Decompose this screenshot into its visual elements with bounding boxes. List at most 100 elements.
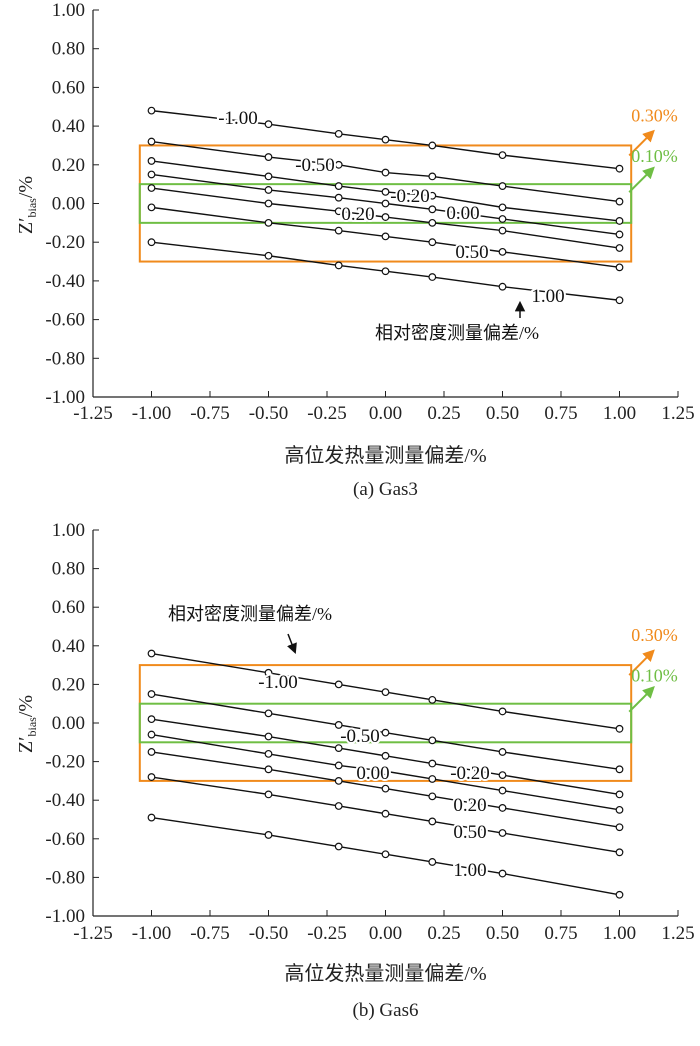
data-point (264, 199, 273, 208)
data-point (147, 184, 156, 192)
series-label: -0.50 (340, 726, 380, 747)
tolerance-box-1 (138, 183, 633, 224)
data-point (381, 850, 390, 859)
series-label: 0.50 (453, 822, 486, 843)
x-tick-label: 0.50 (486, 403, 519, 424)
data-point (615, 164, 624, 173)
data-point (147, 730, 156, 739)
data-point (428, 759, 437, 768)
y-tick-label: -0.80 (45, 348, 85, 369)
figure-caption: (a) Gas3 (353, 479, 418, 500)
data-point (147, 137, 156, 146)
data-point (264, 749, 273, 758)
data-point (615, 217, 624, 225)
y-tick-label: -0.80 (45, 867, 85, 888)
data-point (498, 804, 507, 812)
y-tick-label: 0.40 (52, 636, 85, 657)
legend-title: 相对密度测量偏差/% (168, 604, 332, 624)
x-tick-label: 0.50 (486, 923, 519, 944)
series-label: 1.00 (453, 860, 486, 881)
tolerance-arrow-0 (628, 129, 655, 157)
x-tick-label: 0.75 (544, 923, 577, 944)
data-point (264, 732, 273, 741)
data-point (147, 106, 156, 115)
data-point (264, 186, 273, 194)
data-point (334, 129, 343, 138)
data-point (334, 802, 343, 810)
data-point (428, 172, 437, 181)
data-point (428, 817, 437, 826)
x-tick-label: 0.25 (427, 403, 460, 424)
x-tick-label: -0.75 (190, 923, 230, 944)
y-axis-label-sub: bias (25, 717, 39, 737)
x-tick-label: 1.00 (603, 923, 636, 944)
data-point (498, 829, 507, 837)
y-tick-label: -1.00 (45, 906, 85, 927)
data-point (264, 709, 273, 718)
x-tick-label: -0.25 (307, 923, 347, 944)
x-tick-label: 1.25 (661, 403, 694, 424)
data-point (264, 153, 273, 161)
data-point (264, 831, 273, 839)
y-tick-label: -0.20 (45, 232, 85, 253)
y-tick-label: -0.40 (45, 790, 85, 811)
data-point (264, 251, 273, 260)
data-point (381, 688, 390, 697)
data-point (381, 728, 390, 737)
x-tick-label: 0.00 (369, 403, 402, 424)
y-axis-label-sub: bias (25, 198, 39, 218)
tolerance-box-1 (138, 702, 633, 744)
data-point (334, 777, 343, 785)
y-axis-label-unit: /% (15, 176, 37, 198)
y-axis-label-unit: /% (15, 695, 37, 717)
data-point (498, 203, 507, 212)
y-tick-label: 0.20 (52, 155, 85, 176)
y-axis-label-main: Z′ (15, 736, 37, 753)
data-point (615, 724, 624, 733)
y-tick-label: -0.20 (45, 752, 85, 773)
data-point (147, 715, 156, 724)
data-point (334, 182, 343, 190)
data-point (428, 141, 437, 150)
data-point (498, 226, 507, 235)
data-point (615, 805, 624, 814)
series-label: 0.00 (446, 203, 479, 224)
data-point (615, 197, 624, 206)
data-point (264, 765, 273, 774)
data-point (334, 842, 343, 851)
series-label: -0.20 (450, 763, 490, 784)
data-point (428, 218, 437, 227)
data-point (334, 261, 343, 270)
data-point (147, 773, 156, 781)
data-point (381, 187, 390, 196)
y-axis-label: Z′bias/% (15, 695, 39, 753)
y-tick-label: 0.00 (52, 194, 85, 215)
data-point (147, 203, 156, 212)
data-point (428, 238, 437, 247)
data-point (334, 207, 343, 216)
data-point (334, 680, 343, 689)
y-tick-label: 0.40 (52, 116, 85, 137)
x-axis-label: 高位发热量测量偏差/% (284, 962, 486, 985)
x-tick-label: -1.25 (73, 923, 113, 944)
data-point (498, 247, 507, 256)
data-point (498, 869, 507, 878)
data-point (381, 168, 390, 177)
data-point (264, 668, 273, 677)
data-point (615, 296, 624, 305)
data-point (334, 744, 343, 752)
data-point (498, 182, 507, 190)
tolerance-label-1: 0.10% (631, 146, 678, 166)
y-tick-label: -0.60 (45, 310, 85, 331)
y-axis-label-main: Z′ (15, 217, 37, 234)
data-point (147, 690, 156, 698)
x-tick-label: -0.50 (249, 403, 289, 424)
data-point (615, 823, 624, 832)
data-point (147, 157, 156, 165)
data-point (428, 792, 437, 801)
data-point (147, 649, 156, 658)
series-label: -1.00 (218, 108, 258, 129)
data-point (381, 135, 390, 144)
data-point (264, 120, 273, 129)
